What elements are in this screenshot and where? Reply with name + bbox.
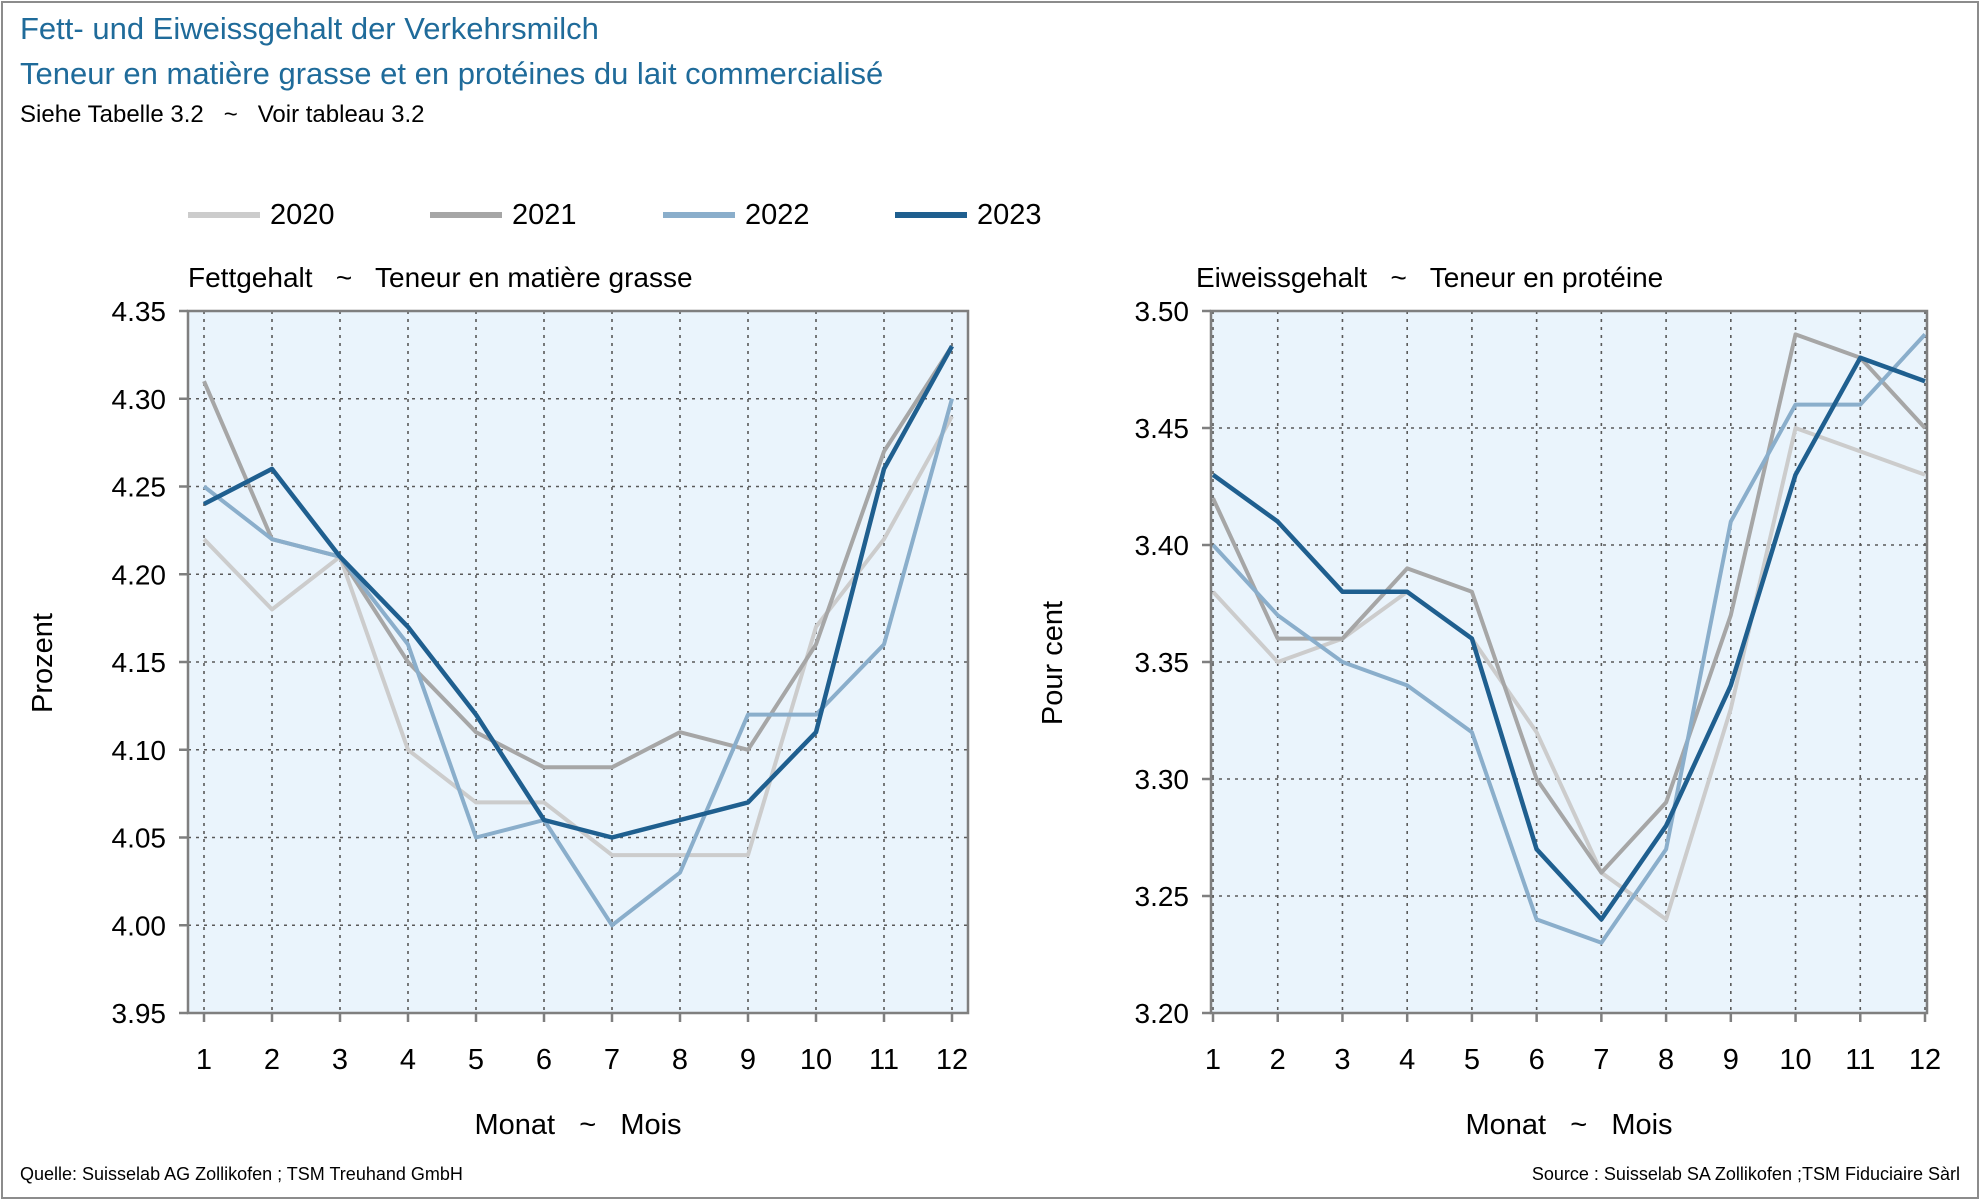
x-tick-label: 3 bbox=[1334, 1044, 1350, 1076]
chart-panel-protein: Eiweissgehalt ~ Teneur en protéine3.203.… bbox=[1037, 262, 1941, 1141]
x-tick-label: 9 bbox=[1723, 1044, 1739, 1076]
y-tick-label: 4.25 bbox=[112, 472, 167, 503]
x-tick-label: 7 bbox=[1593, 1044, 1609, 1076]
x-tick-label: 2 bbox=[1270, 1044, 1286, 1076]
x-tick-label: 12 bbox=[1909, 1044, 1941, 1076]
x-tick-label: 8 bbox=[672, 1044, 688, 1076]
x-tick-label: 7 bbox=[604, 1044, 620, 1076]
x-tick-label: 5 bbox=[468, 1044, 484, 1076]
legend-label: 2022 bbox=[745, 199, 810, 231]
x-tick-label: 9 bbox=[740, 1044, 756, 1076]
x-tick-label: 2 bbox=[264, 1044, 280, 1076]
series-line-2023 bbox=[1211, 355, 1926, 922]
series-lines bbox=[202, 345, 954, 928]
series-lines bbox=[1211, 332, 1927, 945]
x-tick-label: 10 bbox=[800, 1044, 832, 1076]
x-axis-label: Monat ~ Mois bbox=[474, 1109, 681, 1141]
x-tick-label: 1 bbox=[1205, 1044, 1221, 1076]
y-tick-label: 3.40 bbox=[1135, 530, 1190, 561]
y-axis-label: Prozent bbox=[27, 613, 59, 713]
y-tick-label: 3.50 bbox=[1135, 296, 1190, 327]
y-axis: 3.20 3.25 3.30 3.35 3.40 3.45 3.50 bbox=[1135, 296, 1211, 1029]
source-note-french: Source : Suisselab SA Zollikofen ;TSM Fi… bbox=[1531, 1164, 1960, 1184]
panel-title: Fettgehalt ~ Teneur en matière grasse bbox=[188, 262, 693, 293]
y-tick-label: 4.15 bbox=[112, 647, 167, 678]
y-tick-label: 4.05 bbox=[112, 823, 167, 854]
x-axis-label: Monat ~ Mois bbox=[1465, 1109, 1672, 1141]
source-note-german: Quelle: Suisselab AG Zollikofen ; TSM Tr… bbox=[20, 1164, 463, 1184]
x-tick-label: 3 bbox=[332, 1044, 348, 1076]
x-tick-label: 8 bbox=[1658, 1044, 1674, 1076]
plot-background bbox=[1211, 311, 1927, 1013]
series-line-2020 bbox=[1211, 426, 1926, 922]
x-tick-label: 4 bbox=[1399, 1044, 1415, 1076]
figure-title-french: Teneur en matière grasse et en protéines… bbox=[20, 56, 884, 91]
x-tick-label: 10 bbox=[1779, 1044, 1811, 1076]
x-tick-label: 11 bbox=[869, 1044, 899, 1076]
y-tick-label: 4.10 bbox=[112, 735, 167, 766]
series-line-2022 bbox=[1211, 333, 1927, 945]
y-tick-label: 3.20 bbox=[1135, 998, 1190, 1029]
y-tick-label: 4.00 bbox=[112, 910, 167, 941]
legend-item-2020: 2020 bbox=[188, 199, 335, 231]
y-tick-label: 3.30 bbox=[1135, 764, 1190, 795]
legend-label: 2023 bbox=[977, 199, 1042, 231]
series-line-2022 bbox=[202, 398, 954, 928]
y-tick-label: 4.20 bbox=[112, 559, 167, 590]
legend-item-2021: 2021 bbox=[430, 199, 577, 231]
series-line-2021 bbox=[1211, 332, 1927, 875]
x-tick-label: 12 bbox=[936, 1044, 968, 1076]
y-tick-label: 3.25 bbox=[1135, 881, 1190, 912]
plot-background bbox=[188, 311, 968, 1013]
x-tick-label: 11 bbox=[1845, 1044, 1875, 1076]
x-tick-label: 5 bbox=[1464, 1044, 1480, 1076]
legend: 2020 2021 2022 2023 bbox=[188, 199, 1042, 231]
x-axis: 1 2 3 4 5 6 7 8 9 10 11 12 bbox=[196, 1013, 968, 1076]
y-axis-label: Pour cent bbox=[1037, 601, 1069, 725]
y-tick-label: 4.35 bbox=[112, 296, 167, 327]
x-axis: 1 2 3 4 5 6 7 8 9 10 11 12 bbox=[1205, 1013, 1941, 1076]
legend-label: 2020 bbox=[270, 199, 335, 231]
gridlines bbox=[188, 311, 968, 1013]
chart-panel-fat: Fettgehalt ~ Teneur en matière grasse3.9… bbox=[27, 262, 970, 1141]
legend-label: 2021 bbox=[512, 199, 577, 231]
y-tick-label: 3.45 bbox=[1135, 413, 1190, 444]
y-tick-label: 3.95 bbox=[112, 998, 167, 1029]
y-tick-label: 3.35 bbox=[1135, 647, 1190, 678]
figure-subtitle: Siehe Tabelle 3.2 ~ Voir tableau 3.2 bbox=[20, 101, 425, 128]
series-line-2023 bbox=[202, 345, 954, 840]
gridlines bbox=[1211, 311, 1927, 1013]
y-axis: 3.95 4.00 4.05 4.10 4.15 4.20 4.25 4.30 4.35 bbox=[112, 296, 188, 1029]
x-tick-label: 6 bbox=[1529, 1044, 1545, 1076]
figure-title-german: Fett- und Eiweissgehalt der Verkehrsmilc… bbox=[20, 11, 599, 46]
y-tick-label: 4.30 bbox=[112, 384, 167, 415]
legend-item-2023: 2023 bbox=[895, 199, 1042, 231]
panel-title: Eiweissgehalt ~ Teneur en protéine bbox=[1196, 262, 1663, 293]
x-tick-label: 1 bbox=[196, 1044, 212, 1076]
legend-item-2022: 2022 bbox=[663, 199, 810, 231]
x-tick-label: 4 bbox=[400, 1044, 416, 1076]
x-tick-label: 6 bbox=[536, 1044, 552, 1076]
